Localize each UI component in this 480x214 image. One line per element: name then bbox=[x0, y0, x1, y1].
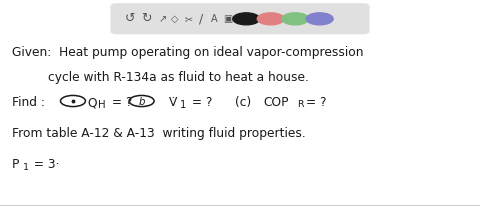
Text: R: R bbox=[297, 100, 303, 109]
Text: cycle with R-134a as fluid to heat a house.: cycle with R-134a as fluid to heat a hou… bbox=[48, 71, 309, 83]
FancyBboxPatch shape bbox=[110, 3, 370, 34]
Text: = ?: = ? bbox=[188, 96, 213, 109]
Text: /: / bbox=[200, 12, 204, 25]
Text: From table A-12 & A-13  writing fluid properties.: From table A-12 & A-13 writing fluid pro… bbox=[12, 127, 306, 140]
Text: V̇: V̇ bbox=[169, 96, 177, 109]
Text: b: b bbox=[138, 97, 145, 107]
Text: ▣: ▣ bbox=[223, 14, 232, 24]
Text: Given:  Heat pump operating on ideal vapor-compression: Given: Heat pump operating on ideal vapo… bbox=[12, 46, 363, 59]
Text: P: P bbox=[12, 158, 19, 171]
Text: 1: 1 bbox=[180, 100, 186, 110]
Text: Q̇: Q̇ bbox=[87, 96, 97, 109]
Text: (c): (c) bbox=[235, 96, 252, 109]
Circle shape bbox=[257, 13, 284, 25]
Text: ↺: ↺ bbox=[124, 12, 135, 25]
Circle shape bbox=[306, 13, 333, 25]
Text: = 3·: = 3· bbox=[30, 158, 60, 171]
Text: ✂: ✂ bbox=[185, 14, 192, 24]
Circle shape bbox=[282, 13, 309, 25]
Text: = ?: = ? bbox=[306, 96, 327, 109]
Text: Find :: Find : bbox=[12, 96, 45, 109]
Text: = ?: = ? bbox=[108, 96, 132, 109]
Text: ◇: ◇ bbox=[171, 14, 179, 24]
Text: ↗: ↗ bbox=[158, 14, 166, 24]
Circle shape bbox=[233, 13, 260, 25]
Text: ↻: ↻ bbox=[141, 12, 152, 25]
Text: 1: 1 bbox=[23, 163, 29, 172]
Text: H: H bbox=[98, 100, 106, 110]
Text: COP: COP bbox=[263, 96, 288, 109]
Text: A: A bbox=[211, 14, 218, 24]
